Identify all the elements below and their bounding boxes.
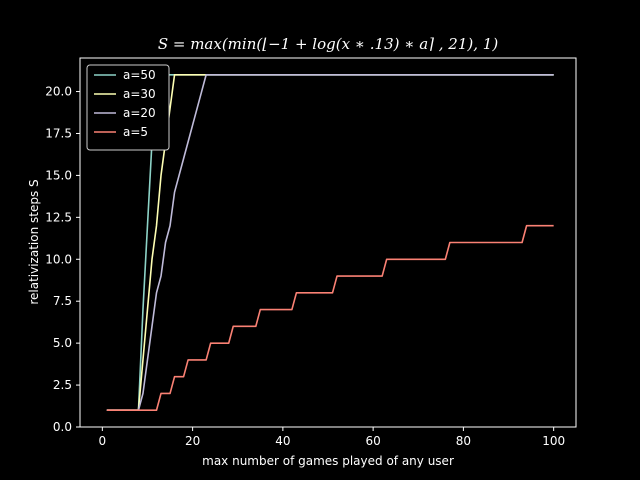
legend: a=50 a=30 a=20 a=5 <box>86 64 170 151</box>
y-tick-label: 12.5 <box>45 210 72 224</box>
x-tick-label: 0 <box>99 434 107 448</box>
axes-frame <box>79 57 577 428</box>
y-tick-label: 20.0 <box>45 85 72 99</box>
legend-label: a=5 <box>123 125 148 139</box>
legend-box <box>86 64 170 151</box>
legend-label: a=50 <box>123 68 156 82</box>
y-tick-label: 0.0 <box>53 420 72 434</box>
y-axis-label: relativization steps S <box>27 179 41 304</box>
x-tick-label: 80 <box>456 434 471 448</box>
y-tick-label: 17.5 <box>45 126 72 140</box>
x-tick-label: 60 <box>365 434 380 448</box>
y-tick-label: 5.0 <box>53 336 72 350</box>
x-tick-label: 40 <box>275 434 290 448</box>
x-tick-label: 20 <box>185 434 200 448</box>
x-axis-label: max number of games played of any user <box>202 454 454 468</box>
y-tick-label: 2.5 <box>53 378 72 392</box>
y-tick-label: 7.5 <box>53 294 72 308</box>
y-tick-label: 15.0 <box>45 168 72 182</box>
x-tick-label: 100 <box>542 434 565 448</box>
legend-label: a=30 <box>123 87 156 101</box>
y-tick-label: 10.0 <box>45 252 72 266</box>
chart-title: S = max(min(⌊−1 + log(x ∗ .13) ∗ a⌉ , 21… <box>158 35 498 53</box>
series-line-a-20 <box>106 73 554 412</box>
y-axis: 0.0 2.5 5.0 7.5 10.0 12.5 15.0 17.5 20.0 <box>45 85 80 434</box>
x-axis: 0 20 40 60 80 100 <box>99 427 565 448</box>
legend-label: a=20 <box>123 106 156 120</box>
plot-area <box>106 73 554 412</box>
series-line-a-5 <box>106 224 554 412</box>
